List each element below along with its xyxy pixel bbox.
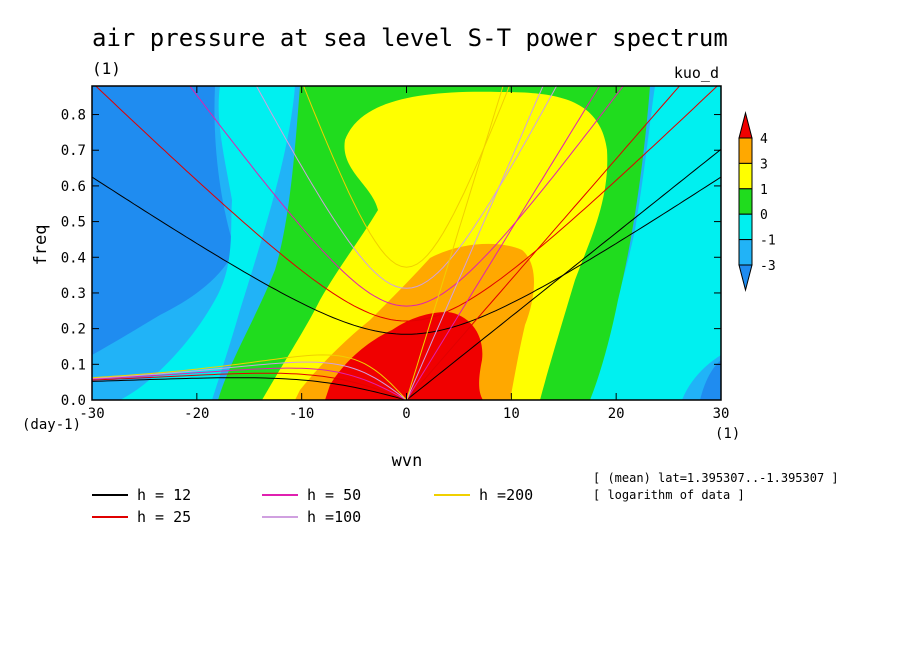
region-level-6 [325, 312, 483, 400]
kelvin-curve [406, 148, 721, 400]
kelvin-curve [406, 86, 504, 400]
kelvin-curve [406, 86, 544, 400]
y-tick-label: 0.2 [61, 322, 86, 338]
x-axis-title: wvn [392, 451, 423, 471]
legend-label: h = 50 [307, 486, 361, 504]
colorbar-segment [738, 239, 753, 266]
legend-label: h = 25 [137, 508, 191, 526]
y-tick-label: 0.8 [61, 108, 86, 124]
x-tick-label: 0 [402, 406, 410, 422]
colorbar-label: 0 [760, 208, 768, 223]
rossby-curve [92, 367, 407, 400]
y-tick-label: 0.7 [61, 143, 86, 159]
y-tick-label: 0.4 [61, 250, 86, 266]
legend-label: h =100 [307, 508, 361, 526]
colorbar-segment [738, 137, 753, 164]
y-axis-title: freq [31, 225, 51, 266]
colorbar: -3 -1 0 1 3 4 [738, 111, 776, 292]
region-level-2 [120, 86, 295, 400]
kelvin-curve [406, 86, 681, 400]
colorbar-segment [738, 188, 753, 215]
rossby-curve [92, 377, 407, 400]
colorbar-label: 3 [760, 157, 768, 172]
colorbar-label: -1 [760, 234, 776, 249]
chart-subtitle: (1) [92, 59, 121, 78]
ig-curve [92, 176, 721, 335]
contour-fill [92, 86, 721, 400]
rossby-curve [92, 361, 407, 400]
axes: -30 -20 -10 0 10 20 30 0.0 0.1 0.2 0.3 0.4 0.5 0.6 0.7… [61, 86, 730, 422]
note-mean-lat: [ (mean) lat=1.395307..-1.395307 ] [593, 471, 839, 485]
region-level-0-right [700, 360, 721, 400]
y-tick-label: 0.1 [61, 357, 86, 373]
corner-label: kuo_d [674, 64, 719, 82]
colorbar-segment [738, 162, 753, 190]
x-unit-label: (1) [715, 426, 740, 442]
curve-legend: h = 12 h = 25 h = 50 h =100 h =200 [92, 486, 533, 526]
legend-label: h = 12 [137, 486, 191, 504]
region-level-2-right [585, 86, 721, 400]
colorbar-label: 1 [760, 183, 768, 198]
rossby-curve [92, 372, 407, 400]
region-level-0 [92, 86, 235, 355]
y-tick-label: 0.6 [61, 179, 86, 195]
y-tick-label: 0.3 [61, 286, 86, 302]
colorbar-segment [738, 213, 753, 241]
dispersion-curves [92, 86, 721, 400]
colorbar-top-arrow [738, 111, 753, 139]
legend-label: h =200 [479, 486, 533, 504]
ig-curve [303, 86, 510, 268]
x-tick-label: 10 [503, 406, 520, 422]
y-tick-label: 0.0 [61, 393, 86, 409]
rossby-curve [92, 354, 407, 400]
kelvin-curve [406, 86, 601, 400]
y-tick-label: 0.5 [61, 215, 86, 231]
x-tick-label: -10 [289, 406, 314, 422]
x-tick-label: -20 [184, 406, 209, 422]
colorbar-label: -3 [760, 259, 776, 274]
colorbar-label: 4 [760, 132, 768, 147]
chart-title: air pressure at sea level S-T power spec… [92, 24, 728, 52]
ig-curve [189, 86, 624, 307]
colorbar-bottom-arrow [738, 264, 753, 292]
x-tick-label: -30 [79, 406, 104, 422]
y-unit-label: (day-1) [22, 417, 81, 433]
ig-curve [94, 86, 719, 322]
x-tick-label: 20 [608, 406, 625, 422]
note-logarithm: [ logarithm of data ] [593, 488, 745, 502]
ig-curve [255, 86, 558, 289]
x-tick-label: 30 [713, 406, 730, 422]
